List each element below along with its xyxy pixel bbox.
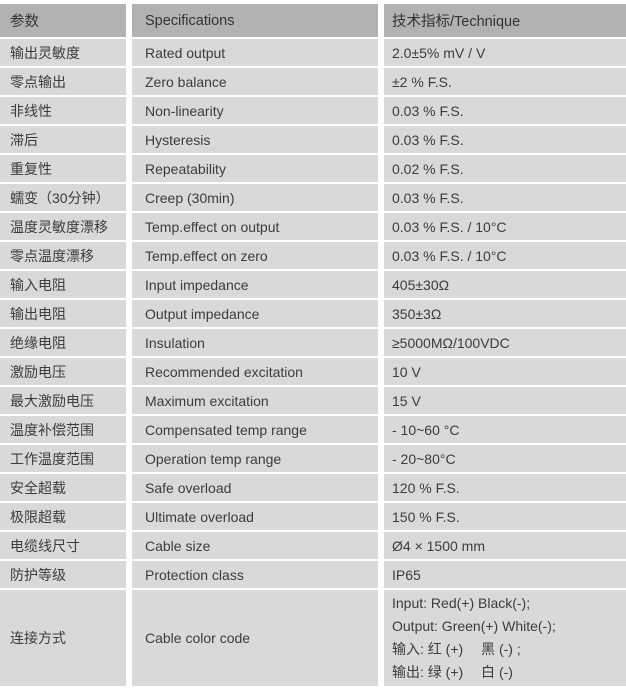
param-cell: 安全超载 (0, 474, 126, 501)
table-row-safe-overload: 安全超载 Safe overload 120 % F.S. (0, 474, 626, 501)
spec-cell: Repeatability (132, 155, 378, 182)
param-cell: 连接方式 (0, 590, 126, 686)
value-cell: Ø4 × 1500 mm (384, 532, 626, 559)
param-cell: 激励电压 (0, 358, 126, 385)
value-cell: 405±30Ω (384, 271, 626, 298)
spec-cell: Insulation (132, 329, 378, 356)
param-cell: 温度补偿范围 (0, 416, 126, 443)
value-cell: 150 % F.S. (384, 503, 626, 530)
param-cell: 非线性 (0, 97, 126, 124)
table-row-cable-color-code: 连接方式 Cable color code Input: Red(+) Blac… (0, 590, 626, 686)
spec-cell: Cable color code (132, 590, 378, 686)
spec-cell: Rated output (132, 39, 378, 66)
param-cell: 最大激励电压 (0, 387, 126, 414)
cable-code-line-input-cn: 输入: 红 (+) 黑 (-) ; (392, 641, 521, 657)
value-cell: IP65 (384, 561, 626, 588)
param-cell: 电缆线尺寸 (0, 532, 126, 559)
param-cell: 零点温度漂移 (0, 242, 126, 269)
spec-cell: Compensated temp range (132, 416, 378, 443)
cable-code-line-input-en: Input: Red(+) Black(-); (392, 595, 531, 611)
param-cell: 工作温度范围 (0, 445, 126, 472)
table-row-rated-output: 输出灵敏度 Rated output 2.0±5% mV / V (0, 39, 626, 66)
value-cell: 0.03 % F.S. (384, 184, 626, 211)
value-cell: 2.0±5% mV / V (384, 39, 626, 66)
table-row-temp-effect-output: 温度灵敏度漂移 Temp.effect on output 0.03 % F.S… (0, 213, 626, 240)
header-specifications: Specifications (132, 4, 378, 37)
value-cell: - 10~60 °C (384, 416, 626, 443)
spec-cell: Creep (30min) (132, 184, 378, 211)
table-header-row: 参数 Specifications 技术指标/Technique (0, 4, 626, 37)
header-param: 参数 (0, 4, 126, 37)
value-cell: ±2 % F.S. (384, 68, 626, 95)
value-cell: Input: Red(+) Black(-); Output: Green(+)… (384, 590, 626, 686)
table-row-maximum-excitation: 最大激励电压 Maximum excitation 15 V (0, 387, 626, 414)
table-row-compensated-temp-range: 温度补偿范围 Compensated temp range - 10~60 °C (0, 416, 626, 443)
spec-cell: Operation temp range (132, 445, 378, 472)
value-cell: ≥5000MΩ/100VDC (384, 329, 626, 356)
param-cell: 滞后 (0, 126, 126, 153)
param-cell: 输出灵敏度 (0, 39, 126, 66)
table-row-hysteresis: 滞后 Hysteresis 0.03 % F.S. (0, 126, 626, 153)
param-cell: 温度灵敏度漂移 (0, 213, 126, 240)
table-row-operation-temp-range: 工作温度范围 Operation temp range - 20~80°C (0, 445, 626, 472)
table-row-zero-balance: 零点输出 Zero balance ±2 % F.S. (0, 68, 626, 95)
value-cell: 0.03 % F.S. (384, 126, 626, 153)
cable-code-line-output-en: Output: Green(+) White(-); (392, 618, 556, 634)
spec-cell: Ultimate overload (132, 503, 378, 530)
table-row-input-impedance: 输入电阻 Input impedance 405±30Ω (0, 271, 626, 298)
table-row-ultimate-overload: 极限超载 Ultimate overload 150 % F.S. (0, 503, 626, 530)
spec-cell: Safe overload (132, 474, 378, 501)
spec-cell: Non-linearity (132, 97, 378, 124)
cable-code-line-output-cn: 输出: 绿 (+) 白 (-) (392, 664, 513, 680)
table-row-insulation: 绝缘电阻 Insulation ≥5000MΩ/100VDC (0, 329, 626, 356)
spec-cell: Input impedance (132, 271, 378, 298)
spec-cell: Temp.effect on output (132, 213, 378, 240)
param-cell: 绝缘电阻 (0, 329, 126, 356)
param-cell: 防护等级 (0, 561, 126, 588)
param-cell: 蠕变（30分钟） (0, 184, 126, 211)
value-cell: 10 V (384, 358, 626, 385)
table-row-output-impedance: 输出电阻 Output impedance 350±3Ω (0, 300, 626, 327)
table-row-temp-effect-zero: 零点温度漂移 Temp.effect on zero 0.03 % F.S. /… (0, 242, 626, 269)
spec-cell: Output impedance (132, 300, 378, 327)
value-cell: 0.03 % F.S. / 10°C (384, 213, 626, 240)
value-cell: 0.03 % F.S. / 10°C (384, 242, 626, 269)
param-cell: 输入电阻 (0, 271, 126, 298)
param-cell: 重复性 (0, 155, 126, 182)
spec-cell: Zero balance (132, 68, 378, 95)
table-row-non-linearity: 非线性 Non-linearity 0.03 % F.S. (0, 97, 626, 124)
spec-cell: Maximum excitation (132, 387, 378, 414)
header-technique: 技术指标/Technique (384, 4, 626, 37)
value-cell: 0.03 % F.S. (384, 97, 626, 124)
spec-cell: Protection class (132, 561, 378, 588)
param-cell: 极限超载 (0, 503, 126, 530)
value-cell: 350±3Ω (384, 300, 626, 327)
param-cell: 输出电阻 (0, 300, 126, 327)
value-cell: 0.02 % F.S. (384, 155, 626, 182)
table-row-repeatability: 重复性 Repeatability 0.02 % F.S. (0, 155, 626, 182)
table-row-protection-class: 防护等级 Protection class IP65 (0, 561, 626, 588)
spec-cell: Hysteresis (132, 126, 378, 153)
spec-cell: Temp.effect on zero (132, 242, 378, 269)
value-cell: 120 % F.S. (384, 474, 626, 501)
spec-cell: Recommended excitation (132, 358, 378, 385)
value-cell: 15 V (384, 387, 626, 414)
spec-cell: Cable size (132, 532, 378, 559)
table-row-creep: 蠕变（30分钟） Creep (30min) 0.03 % F.S. (0, 184, 626, 211)
value-cell: - 20~80°C (384, 445, 626, 472)
table-row-recommended-excitation: 激励电压 Recommended excitation 10 V (0, 358, 626, 385)
table-row-cable-size: 电缆线尺寸 Cable size Ø4 × 1500 mm (0, 532, 626, 559)
param-cell: 零点输出 (0, 68, 126, 95)
